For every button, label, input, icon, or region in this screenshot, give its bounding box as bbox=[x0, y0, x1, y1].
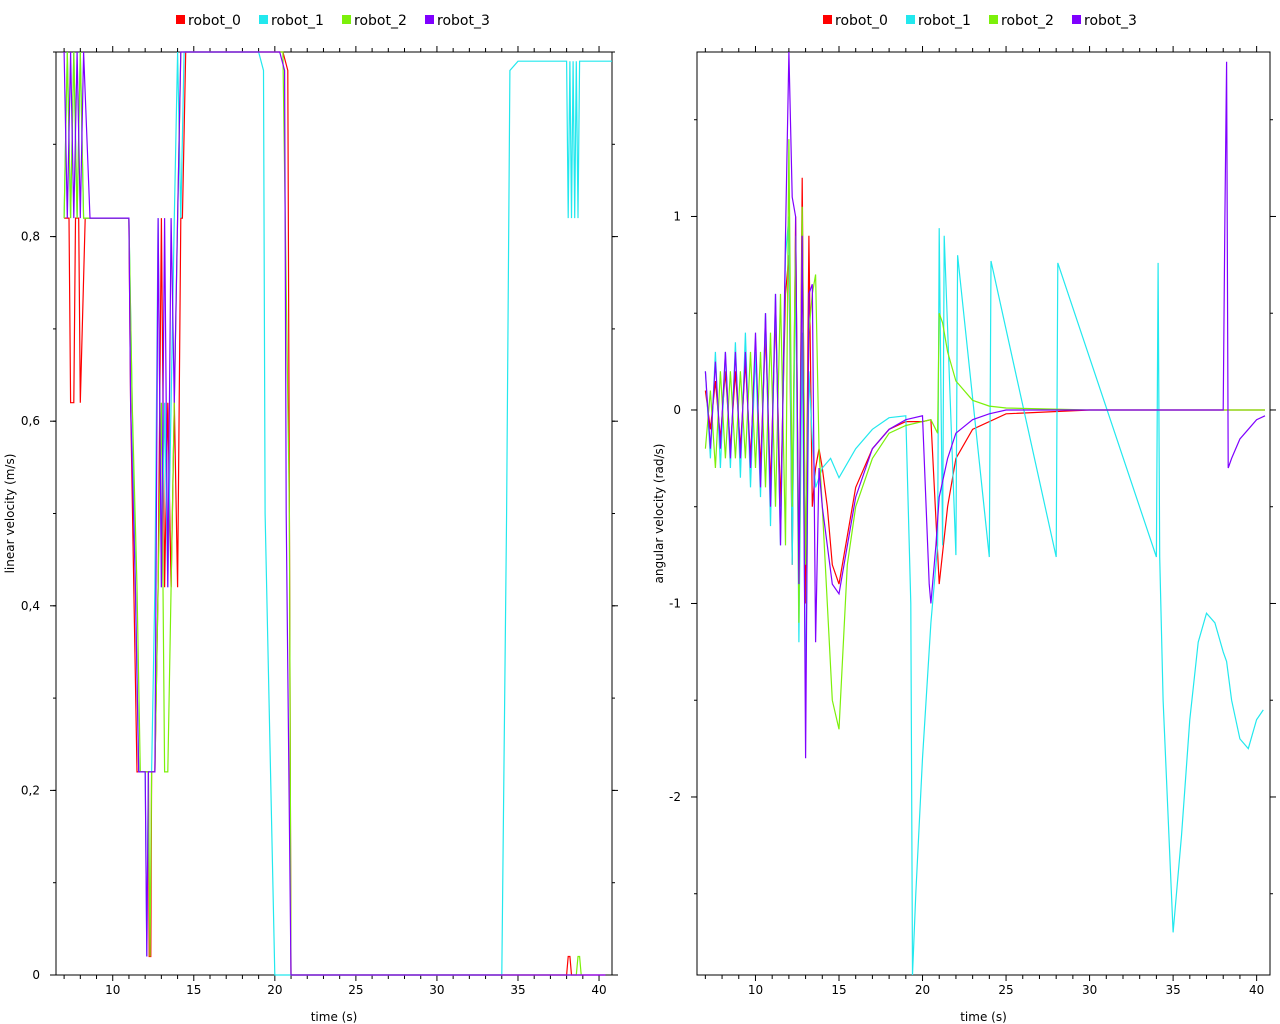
x-tick-label: 10 bbox=[748, 983, 763, 997]
y-axis-title: angular velocity (rad/s) bbox=[652, 444, 666, 584]
x-tick-label: 35 bbox=[1165, 983, 1180, 997]
y-tick-label: -1 bbox=[669, 596, 681, 610]
x-tick-label: 40 bbox=[1249, 983, 1264, 997]
series-line-robot_2 bbox=[704, 139, 1265, 730]
y-tick-label: -2 bbox=[669, 790, 681, 804]
y-tick-label: 0,2 bbox=[21, 783, 40, 797]
y-tick-label: 0,6 bbox=[21, 414, 40, 428]
y-tick-label: 0,8 bbox=[21, 230, 40, 244]
legend-label-robot_0: robot_0 bbox=[188, 13, 241, 29]
chart-1: 10 15 20 25 30 35 40 -2 -1 0 1 time (s) angular velo… bbox=[652, 13, 1276, 1024]
series-line-robot_3 bbox=[63, 51, 606, 976]
x-tick-label: 15 bbox=[831, 983, 846, 997]
series-line-robot_1 bbox=[704, 216, 1264, 976]
x-tick-label: 20 bbox=[915, 983, 930, 997]
legend-label-robot_1: robot_1 bbox=[918, 13, 971, 29]
x-tick-label: 30 bbox=[1082, 983, 1097, 997]
chart-0: 10 15 20 25 30 35 40 0 0,2 0,4 0,6 0,8 time (s) linea… bbox=[3, 13, 618, 1024]
legend-label-robot_1: robot_1 bbox=[271, 13, 324, 29]
legend-swatch-robot_3 bbox=[1072, 15, 1081, 24]
plot-frame bbox=[696, 51, 1271, 976]
x-axis-title: time (s) bbox=[960, 1010, 1007, 1024]
y-axis-title: linear velocity (m/s) bbox=[3, 454, 17, 574]
y-tick-label: 0,4 bbox=[21, 599, 40, 613]
legend-label-robot_2: robot_2 bbox=[1001, 13, 1054, 29]
legend-label-robot_3: robot_3 bbox=[1084, 13, 1137, 29]
legend-swatch-robot_0 bbox=[823, 15, 832, 24]
y-tick-label: 1 bbox=[673, 209, 681, 223]
legend-label-robot_0: robot_0 bbox=[835, 13, 888, 29]
x-tick-label: 15 bbox=[186, 983, 201, 997]
x-tick-label: 25 bbox=[348, 983, 363, 997]
legend-swatch-robot_0 bbox=[176, 15, 185, 24]
x-tick-label: 20 bbox=[267, 983, 282, 997]
legend-swatch-robot_2 bbox=[342, 15, 351, 24]
legend-label-robot_3: robot_3 bbox=[437, 13, 490, 29]
x-tick-label: 40 bbox=[591, 983, 606, 997]
x-tick-label: 10 bbox=[105, 983, 120, 997]
series-line-robot_3 bbox=[704, 51, 1266, 759]
x-tick-label: 25 bbox=[998, 983, 1013, 997]
legend-swatch-robot_1 bbox=[259, 15, 268, 24]
plot-frame bbox=[55, 51, 613, 976]
x-tick-label: 30 bbox=[429, 983, 444, 997]
legend-label-robot_2: robot_2 bbox=[354, 13, 407, 29]
x-axis-title: time (s) bbox=[311, 1010, 358, 1024]
legend-swatch-robot_2 bbox=[989, 15, 998, 24]
y-tick-label: 0 bbox=[673, 403, 681, 417]
y-tick-label: 0 bbox=[32, 968, 40, 982]
legend-swatch-robot_3 bbox=[425, 15, 434, 24]
legend-swatch-robot_1 bbox=[906, 15, 915, 24]
x-tick-label: 35 bbox=[510, 983, 525, 997]
